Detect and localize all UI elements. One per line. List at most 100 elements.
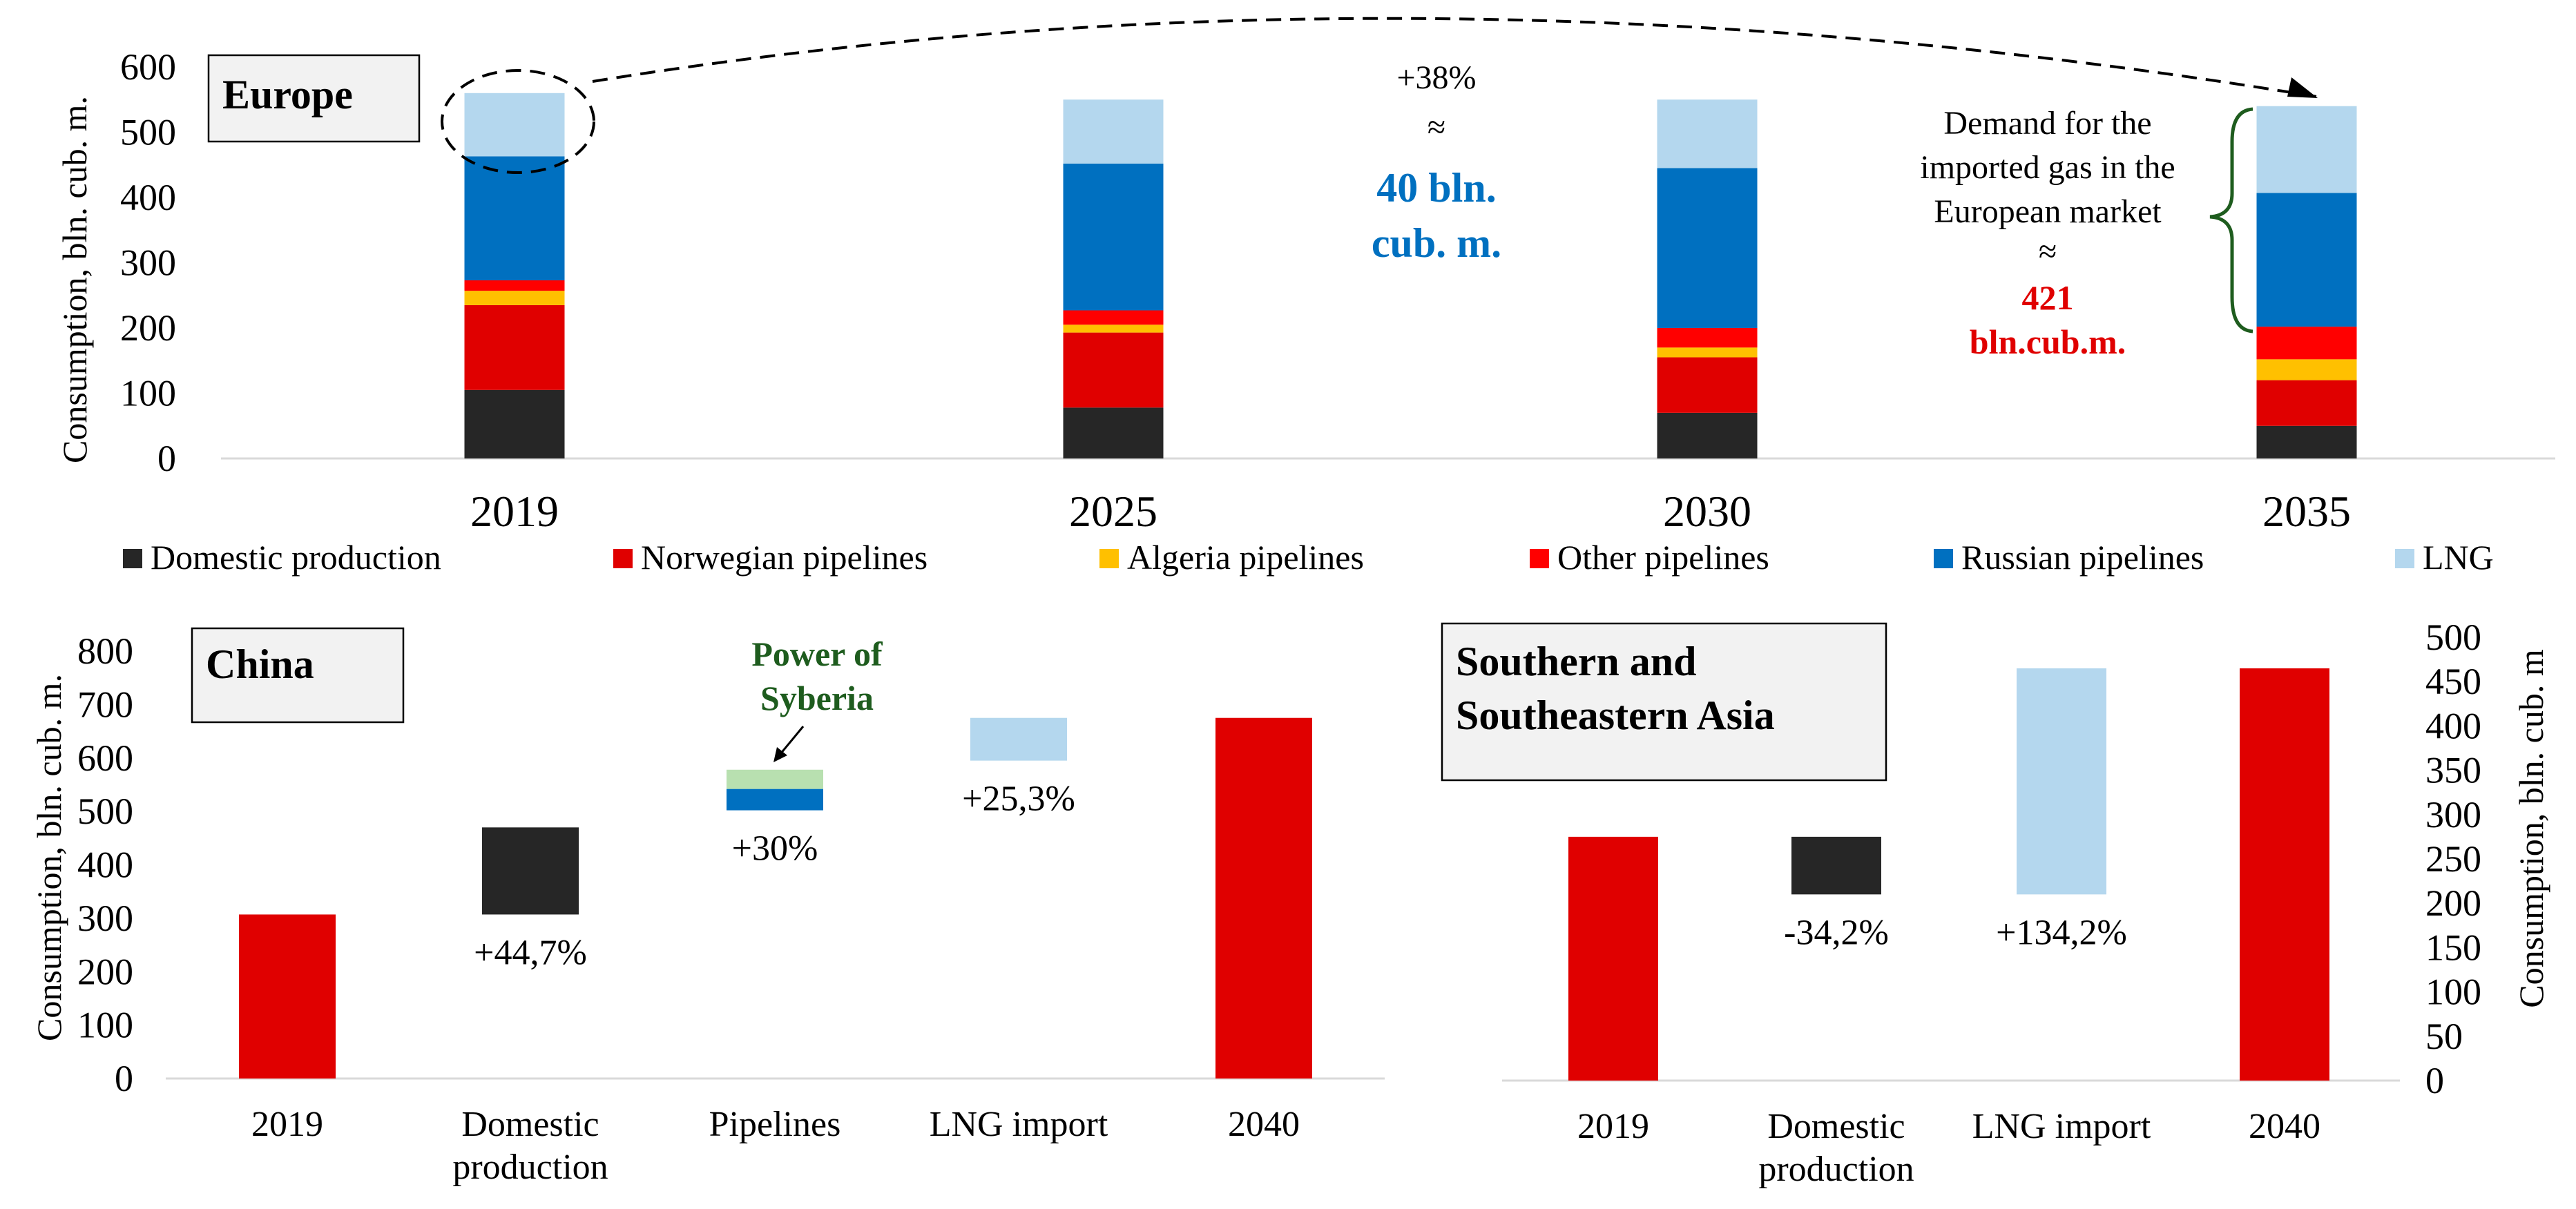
europe-y-tick: 0 [157, 438, 176, 479]
europe-bar-2025-lng [1063, 99, 1164, 164]
legend-label-domestic-production: Domestic production [151, 538, 441, 577]
europe-bar-2025-domestic-production [1063, 407, 1164, 458]
as-x-tick: Domestic [1767, 1107, 1905, 1146]
europe-bar-2035-domestic-production [2256, 425, 2357, 458]
as-y-tick: 0 [2425, 1060, 2444, 1101]
cn-x-tick: 2019 [251, 1105, 323, 1144]
as-bar-2-segment-0 [2017, 668, 2106, 895]
europe-demand-line1: Demand for the [1943, 105, 2151, 142]
cn-bar-2-segment-0 [727, 789, 823, 811]
cn-y-tick: 600 [77, 737, 133, 779]
as-y-tick: 300 [2425, 794, 2481, 835]
europe-growth-arrowhead [2287, 77, 2318, 98]
cn-y-tick: 0 [115, 1058, 133, 1099]
cn-x-tick: LNG import [930, 1105, 1108, 1144]
cn-bar-4-segment-0 [1215, 717, 1312, 1079]
cn-y-tick: 500 [77, 791, 133, 832]
europe-growth-arrow [592, 17, 2318, 98]
as-y-tick: 100 [2425, 971, 2481, 1013]
as-y-tick: 400 [2425, 705, 2481, 746]
as-y-tick: 500 [2425, 617, 2481, 658]
europe-bar-2035-russian-pipelines [2256, 193, 2357, 327]
europe-bar-2030-domestic-production [1657, 412, 1758, 458]
europe-chart: Consumption, bln. cub. m. 0 100 200 300 400 5… [55, 17, 2555, 577]
china-title-box [191, 627, 405, 724]
cn-bar-label: +25,3% [962, 780, 1075, 819]
europe-bar-2019-russian-pipelines [464, 156, 565, 281]
europe-bar-2030-other-pipelines [1657, 328, 1758, 348]
cn-bar-label: +44,7% [474, 933, 587, 972]
europe-x-tick: 2035 [2262, 487, 2351, 536]
europe-legend: Domestic production Norwegian pipelines Al… [123, 538, 2494, 577]
cn-y-tick: 100 [77, 1005, 133, 1046]
as-x-tick: 2019 [1577, 1107, 1649, 1146]
cn-bar-3-segment-0 [970, 717, 1067, 761]
europe-demand-line3: European market [1934, 193, 2162, 230]
europe-x-tick: 2019 [470, 487, 559, 536]
cn-bar-0-segment-0 [239, 914, 336, 1079]
europe-bar-2019-other-pipelines [464, 280, 565, 291]
china-power-of-siberia-line1: Power of [751, 635, 883, 673]
china-chart: Consumption, bln. cub. m. 0 100 200 300 400 5… [30, 627, 1385, 1187]
as-x-tick: LNG import [1972, 1107, 2151, 1146]
cn-y-tick: 700 [77, 684, 133, 725]
cn-x-tick: 2040 [1228, 1105, 1300, 1144]
as-y-tick: 350 [2425, 750, 2481, 791]
europe-lng-highlight-ellipse [441, 69, 595, 174]
cn-bar-1-segment-0 [482, 827, 579, 915]
europe-x-tick: 2025 [1069, 487, 1157, 536]
as-y-tick: 200 [2425, 882, 2481, 924]
as-bar-0-segment-0 [1568, 836, 1658, 1081]
europe-growth-approx: ≈ [1428, 109, 1445, 146]
as-bar-label: +134,2% [1996, 913, 2127, 952]
as-bar-label: -34,2% [1784, 913, 1889, 952]
europe-bar-2025-other-pipelines [1063, 310, 1164, 325]
europe-bar-2025-russian-pipelines [1063, 163, 1164, 311]
europe-demand-value-line2: bln.cub.m. [1970, 322, 2126, 361]
europe-y-tick: 500 [120, 112, 176, 153]
europe-bar-2035-other-pipelines [2256, 327, 2357, 360]
europe-y-tick: 600 [120, 46, 176, 88]
legend-label-lng: LNG [2423, 538, 2494, 577]
cn-y-tick: 400 [77, 844, 133, 886]
as-y-tick: 250 [2425, 838, 2481, 880]
legend-swatch-russian-pipelines [1934, 549, 1953, 568]
europe-bar-2030-russian-pipelines [1657, 168, 1758, 328]
europe-bar-2035-algeria-pipelines [2256, 359, 2357, 380]
asia-title-line2: Southeastern Asia [1456, 693, 1775, 738]
europe-demand-approx: ≈ [2039, 233, 2057, 270]
china-power-of-siberia-arrowhead [773, 747, 787, 762]
cn-y-tick: 300 [77, 898, 133, 939]
europe-bar-2035-norwegian-pipelines [2256, 380, 2357, 426]
europe-x-tick: 2030 [1663, 487, 1751, 536]
europe-demand-value-line1: 421 [2022, 278, 2074, 317]
legend-swatch-domestic-production [123, 549, 142, 568]
legend-label-russian-pipelines: Russian pipelines [1961, 538, 2204, 577]
europe-bar-2025-algeria-pipelines [1063, 325, 1164, 333]
europe-demand-brace [2209, 107, 2253, 333]
as-y-tick: 450 [2425, 661, 2481, 702]
as-y-tick: 150 [2425, 927, 2481, 968]
asia-chart: Consumption, bln. cub. m 050100150200250… [1441, 617, 2550, 1189]
europe-y-tick: 300 [120, 242, 176, 284]
europe-bar-2019-norwegian-pipelines [464, 304, 565, 390]
asia-title-box [1441, 622, 1887, 782]
europe-bar-2025-norwegian-pipelines [1063, 332, 1164, 408]
europe-title: Europe [222, 72, 353, 117]
cn-x-tick: Domestic [461, 1105, 599, 1144]
china-y-axis-label: Consumption, bln. cub. m. [30, 674, 68, 1041]
legend-label-algeria-pipelines: Algeria pipelines [1127, 538, 1364, 577]
as-y-tick: 50 [2425, 1016, 2463, 1057]
legend-label-other-pipelines: Other pipelines [1557, 538, 1769, 577]
cn-y-tick: 200 [77, 951, 133, 992]
cn-y-tick: 800 [77, 630, 133, 672]
europe-bar-2019-domestic-production [464, 389, 565, 458]
as-bar-3-segment-0 [2240, 668, 2329, 1081]
europe-bar-2030-norwegian-pipelines [1657, 357, 1758, 413]
legend-label-norwegian-pipelines: Norwegian pipelines [641, 538, 927, 577]
legend-swatch-norwegian-pipelines [613, 549, 633, 568]
europe-bar-2019-lng [464, 93, 565, 157]
china-power-of-siberia-line2: Syberia [760, 679, 874, 717]
legend-swatch-algeria-pipelines [1099, 549, 1119, 568]
europe-bar-2035-lng [2256, 106, 2357, 193]
